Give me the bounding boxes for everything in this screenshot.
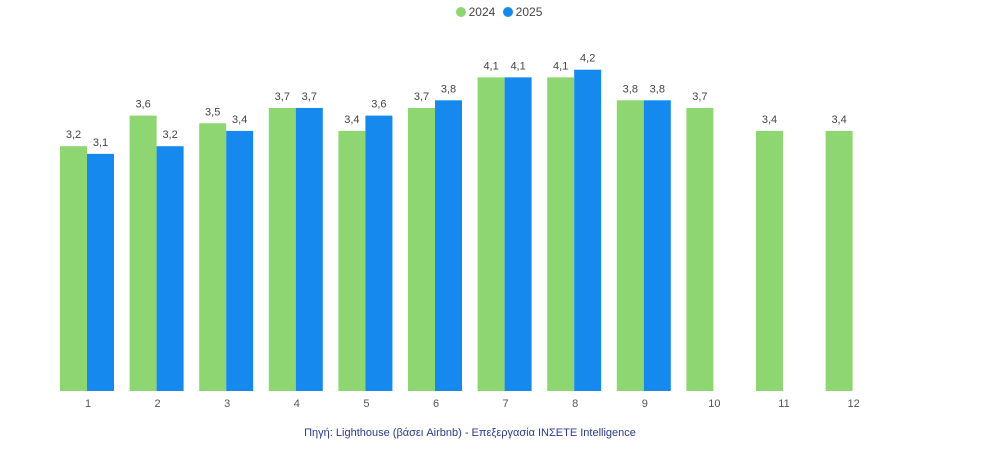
x-tick-label-11: 11 bbox=[778, 398, 789, 410]
bar-2024-11[interactable] bbox=[756, 130, 783, 391]
data-label-2024-6: 3,7 bbox=[414, 91, 429, 103]
x-tick-label-7: 7 bbox=[503, 398, 509, 410]
x-tick-label-6: 6 bbox=[433, 398, 439, 410]
x-tick-label-2: 2 bbox=[155, 398, 161, 410]
legend: 2024 2025 bbox=[0, 5, 998, 20]
legend-swatch-2025 bbox=[502, 7, 513, 17]
source-note: Πηγή: Lighthouse (βάσει Airbnb) - Επεξερ… bbox=[304, 427, 636, 439]
data-label-2024-2: 3,6 bbox=[135, 99, 150, 111]
bar-2024-7[interactable] bbox=[477, 77, 505, 391]
data-label-2024-5: 3,4 bbox=[344, 114, 359, 126]
data-label-2025-3: 3,4 bbox=[232, 114, 247, 126]
legend-label-2025: 2025 bbox=[515, 5, 543, 19]
bar-2024-1[interactable] bbox=[60, 146, 87, 391]
bar-2025-2[interactable] bbox=[156, 146, 184, 391]
data-label-2025-7: 4,1 bbox=[510, 60, 525, 72]
data-label-2025-1: 3,1 bbox=[93, 137, 108, 149]
data-label-2024-8: 4,1 bbox=[553, 60, 568, 72]
legend-item-2024[interactable]: 2024 bbox=[455, 5, 496, 19]
x-tick-label-8: 8 bbox=[572, 398, 578, 410]
data-label-2024-3: 3,5 bbox=[205, 106, 220, 118]
data-label-2024-4: 3,7 bbox=[275, 91, 290, 103]
x-tick-label-12: 12 bbox=[847, 398, 859, 410]
bar-2025-4[interactable] bbox=[295, 107, 323, 391]
x-tick-label-4: 4 bbox=[294, 398, 300, 410]
bar-2024-4[interactable] bbox=[268, 107, 296, 391]
legend-item-2025[interactable]: 2025 bbox=[502, 5, 543, 19]
data-label-2025-2: 3,2 bbox=[162, 129, 177, 141]
data-label-2024-1: 3,2 bbox=[66, 129, 81, 141]
bar-2025-8[interactable] bbox=[574, 69, 602, 391]
data-label-2024-9: 3,8 bbox=[623, 83, 638, 95]
bar-2024-12[interactable] bbox=[825, 130, 853, 391]
x-tick-label-5: 5 bbox=[363, 398, 369, 410]
x-tick-label-1: 1 bbox=[85, 398, 91, 410]
bar-2024-5[interactable] bbox=[338, 130, 366, 391]
data-label-2025-9: 3,8 bbox=[650, 83, 665, 95]
bar-2024-3[interactable] bbox=[199, 123, 227, 391]
bar-2025-9[interactable] bbox=[643, 100, 671, 392]
data-label-2024-12: 3,4 bbox=[831, 114, 846, 126]
bar-2024-9[interactable] bbox=[616, 100, 644, 392]
data-label-2025-6: 3,8 bbox=[441, 83, 456, 95]
bar-2024-2[interactable] bbox=[129, 115, 157, 391]
legend-swatch-2024 bbox=[455, 7, 466, 17]
data-label-2025-4: 3,7 bbox=[302, 91, 317, 103]
bar-2025-7[interactable] bbox=[504, 77, 532, 391]
x-tick-label-3: 3 bbox=[224, 398, 230, 410]
bar-2025-3[interactable] bbox=[226, 130, 254, 391]
bar-2024-8[interactable] bbox=[547, 77, 575, 391]
x-tick-label-9: 9 bbox=[642, 398, 648, 410]
legend-label-2024: 2024 bbox=[468, 5, 496, 19]
data-label-2024-7: 4,1 bbox=[483, 60, 498, 72]
data-label-2024-10: 3,7 bbox=[692, 91, 707, 103]
bar-2025-6[interactable] bbox=[435, 100, 462, 392]
bar-2024-6[interactable] bbox=[408, 107, 435, 391]
x-tick-label-10: 10 bbox=[708, 398, 720, 410]
data-label-2024-11: 3,4 bbox=[762, 114, 777, 126]
data-label-2025-8: 4,2 bbox=[580, 53, 595, 65]
bar-2025-1[interactable] bbox=[87, 153, 114, 391]
bar-2024-10[interactable] bbox=[686, 107, 714, 391]
data-label-2025-5: 3,6 bbox=[371, 99, 386, 111]
bar-2025-5[interactable] bbox=[365, 115, 393, 391]
